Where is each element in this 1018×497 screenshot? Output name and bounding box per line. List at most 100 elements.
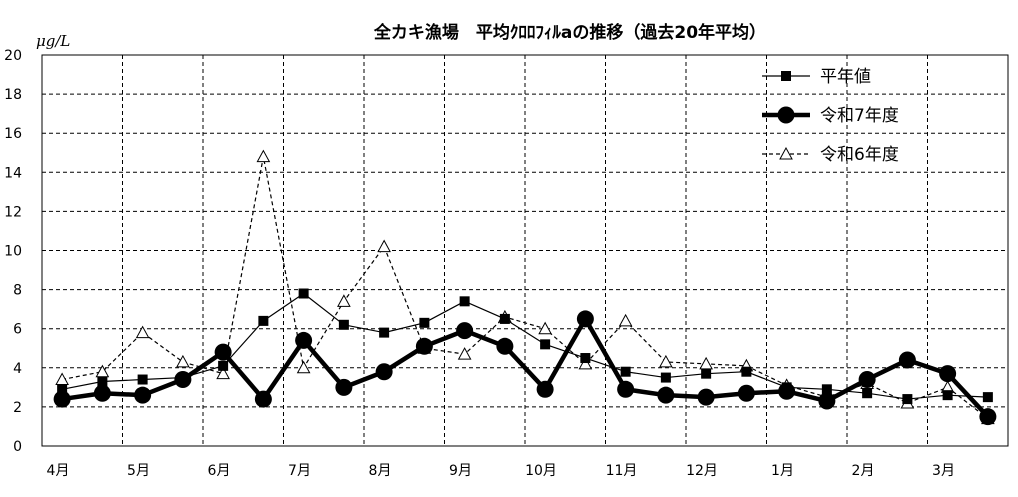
y-tick-label: 16 — [4, 126, 22, 142]
data-point — [419, 317, 430, 328]
data-point — [578, 356, 593, 370]
data-point — [258, 315, 269, 326]
data-point — [618, 313, 633, 327]
data-point — [660, 372, 671, 383]
data-point — [538, 321, 552, 335]
data-point — [377, 239, 391, 253]
y-tick-label: 4 — [13, 361, 22, 377]
x-tick-label: 10月 — [525, 463, 557, 479]
data-point — [214, 343, 232, 361]
data-point — [979, 408, 997, 426]
data-point — [456, 322, 474, 340]
series-line — [62, 156, 989, 420]
data-point — [256, 149, 271, 163]
chart-title: 全カキ漁場 平均ｸﾛﾛﾌｨﾙaの推移（過去20年平均） — [373, 22, 766, 43]
data-point — [659, 354, 673, 368]
y-tick-label: 14 — [4, 165, 22, 181]
data-point — [415, 337, 433, 355]
x-tick-label: 11月 — [606, 463, 638, 479]
data-point — [778, 382, 796, 400]
y-tick-label: 8 — [13, 283, 22, 299]
y-tick-label: 12 — [4, 204, 22, 220]
data-point — [134, 386, 152, 404]
data-point — [540, 339, 551, 350]
data-point — [137, 374, 148, 385]
data-point — [55, 372, 69, 386]
series-layer — [53, 149, 997, 426]
data-point — [338, 319, 349, 330]
data-point — [862, 388, 873, 399]
data-point — [57, 384, 68, 395]
x-tick-label: 3月 — [932, 463, 955, 479]
y-axis-unit: μg/L — [36, 32, 70, 50]
x-tick-label: 9月 — [449, 463, 472, 479]
legend-label: 令和6年度 — [820, 145, 899, 165]
data-point — [701, 368, 712, 379]
data-point — [939, 365, 957, 383]
data-point — [858, 371, 876, 389]
data-point — [457, 347, 472, 360]
data-point — [295, 331, 313, 349]
x-tick-label: 7月 — [288, 463, 311, 479]
y-tick-label: 20 — [4, 48, 22, 64]
data-point — [97, 376, 108, 387]
data-point — [216, 366, 230, 380]
data-point — [620, 366, 631, 377]
data-point — [218, 360, 229, 371]
data-point — [697, 388, 715, 406]
data-point — [135, 325, 150, 339]
data-point — [536, 380, 554, 398]
legend-item-2: 令和6年度 — [762, 145, 899, 165]
data-point — [53, 390, 71, 408]
data-point — [580, 353, 591, 364]
data-point — [699, 356, 713, 370]
legend-marker — [781, 71, 791, 81]
data-point — [174, 371, 192, 389]
data-point — [499, 313, 510, 324]
legend-item-1: 令和7年度 — [762, 106, 899, 126]
data-point — [93, 384, 111, 402]
legend-marker — [779, 146, 793, 160]
series-1 — [53, 310, 997, 426]
x-tick-label: 4月 — [47, 463, 70, 479]
data-point — [375, 363, 393, 381]
data-point — [337, 294, 351, 307]
grid — [42, 55, 1008, 446]
legend-label: 平年値 — [820, 67, 871, 87]
y-tick-label: 2 — [13, 400, 22, 416]
y-tick-label: 18 — [4, 87, 22, 103]
y-axis-ticks: 0 2 4 6 8 10 12 14 16 18 20 — [4, 48, 22, 455]
data-point — [982, 392, 993, 403]
data-point — [496, 337, 514, 355]
data-point — [296, 360, 311, 374]
data-point — [902, 394, 913, 405]
data-point — [298, 288, 309, 299]
plot-frame — [41, 54, 1009, 447]
data-point — [737, 384, 755, 402]
data-point — [617, 380, 635, 398]
data-point — [379, 327, 390, 338]
y-tick-label: 6 — [13, 322, 22, 338]
x-axis-ticks: 4月 5月 6月 7月 8月 9月 10月 11月 12月 1月 2月 3月 — [47, 463, 955, 479]
data-point — [821, 384, 832, 395]
series-line — [62, 292, 988, 400]
x-tick-label: 12月 — [686, 463, 718, 479]
data-point — [254, 390, 272, 408]
x-tick-label: 5月 — [127, 463, 150, 479]
x-tick-label: 6月 — [208, 463, 231, 479]
y-tick-label: 0 — [13, 439, 22, 455]
data-point — [818, 392, 836, 410]
legend-label: 令和7年度 — [820, 106, 899, 126]
data-point — [898, 351, 916, 369]
legend-marker — [777, 106, 795, 124]
data-point — [176, 354, 190, 368]
x-tick-label: 8月 — [369, 463, 392, 479]
data-point — [576, 310, 594, 328]
data-point — [942, 390, 953, 401]
data-point — [657, 386, 675, 404]
data-point — [459, 296, 470, 307]
x-tick-label: 2月 — [852, 463, 875, 479]
data-point — [741, 366, 752, 377]
